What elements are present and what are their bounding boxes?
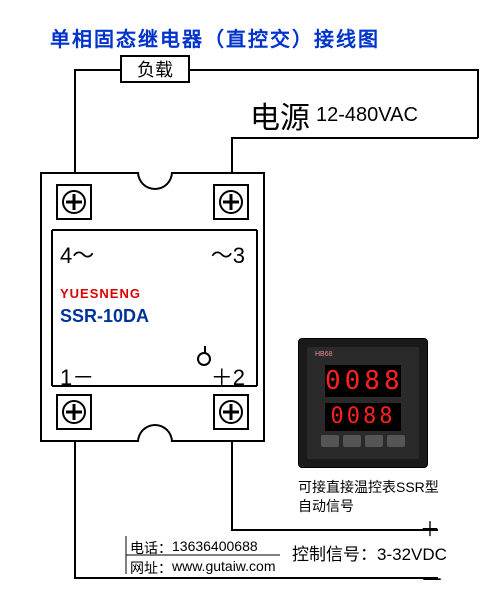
contact-divider bbox=[0, 0, 500, 614]
wiring-diagram: 单相固态继电器（直控交）接线图 负载 电源 12-480VAC 4～ ～3 1－… bbox=[0, 0, 500, 614]
